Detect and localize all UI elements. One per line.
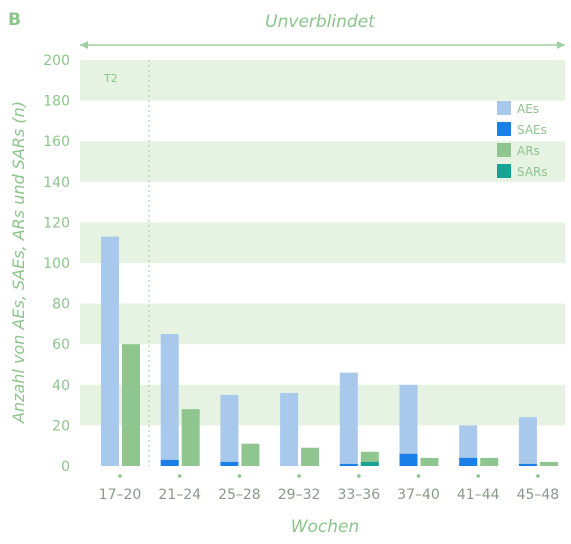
bar-ars — [480, 457, 499, 466]
y-axis-label: Anzahl von AEs, SAEs, ARs und SARs (n) — [9, 101, 28, 424]
x-tick-label: 29–32 — [278, 487, 321, 503]
y-tick-label: 20 — [52, 418, 70, 434]
y-tick-label: 0 — [61, 459, 70, 475]
x-tick-mark — [237, 474, 242, 478]
background-bands — [80, 60, 565, 426]
y-tick-label: 140 — [43, 175, 70, 191]
x-tick-mark — [118, 474, 122, 478]
x-tick-label: 21–24 — [158, 487, 201, 503]
x-tick-label: 37–40 — [397, 487, 440, 503]
band — [80, 384, 565, 426]
y-tick-label: 100 — [43, 256, 70, 272]
band — [80, 222, 565, 263]
band — [80, 60, 565, 101]
x-tick-label: 17–20 — [99, 487, 142, 503]
x-tick-mark — [476, 474, 481, 478]
y-tick-label: 200 — [43, 53, 70, 69]
band — [80, 303, 565, 345]
bar-aes — [399, 384, 418, 466]
x-tick-label: 45–48 — [517, 487, 560, 503]
band — [80, 141, 565, 182]
bar-sars — [360, 461, 379, 466]
bar-saes — [518, 463, 537, 466]
y-axis-ticks: 0 20 40 60 80 100 120 140 160 180 200 — [43, 53, 70, 475]
bar-saes — [160, 459, 179, 466]
header-title: Unverblindet — [265, 12, 376, 32]
y-tick-label: 80 — [52, 297, 70, 313]
bars — [101, 236, 558, 466]
bar-saes — [399, 453, 418, 466]
bar-ars — [122, 344, 140, 466]
bar-aes — [101, 236, 119, 466]
legend-label: SARs — [517, 165, 548, 179]
x-tick-mark — [177, 474, 182, 478]
legend-swatch — [497, 143, 511, 157]
bar-aes — [459, 425, 478, 466]
bar-ars — [301, 447, 320, 466]
legend-label: AEs — [517, 102, 539, 116]
header-arrow — [80, 41, 565, 49]
bar-ars — [241, 443, 260, 466]
x-tick-label: 33–36 — [337, 487, 380, 503]
legend-label: ARs — [517, 144, 540, 158]
legend-swatch — [497, 122, 511, 136]
bar-saes — [339, 463, 358, 466]
x-axis-ticks: 17–20 21–24 25–28 29–32 33–36 37–40 41–44 45–48 — [99, 474, 560, 503]
y-tick-label: 180 — [43, 94, 70, 110]
bar-aes — [280, 392, 299, 466]
legend-label: SAEs — [517, 123, 547, 137]
bar-aes — [518, 417, 537, 466]
x-tick-mark — [416, 474, 421, 478]
bar-saes — [459, 457, 478, 466]
bar-aes — [160, 334, 179, 466]
y-tick-label: 60 — [52, 337, 70, 353]
bar-ars — [420, 457, 439, 466]
x-tick-mark — [297, 474, 301, 478]
bar-aes — [339, 372, 358, 466]
bar-ars — [539, 461, 558, 466]
legend-swatch — [497, 164, 511, 178]
x-tick-label: 41–44 — [457, 487, 500, 503]
annotation-t2: T2 — [103, 72, 118, 85]
bar-ars — [181, 409, 200, 466]
y-tick-label: 160 — [43, 134, 70, 150]
bar-saes — [220, 461, 239, 466]
bar-aes — [220, 394, 239, 466]
x-tick-mark — [357, 474, 361, 478]
legend: AEs SAEs ARs SARs — [497, 101, 548, 179]
legend-swatch — [497, 101, 511, 115]
x-tick-label: 25–28 — [218, 487, 261, 503]
panel-label: B — [8, 10, 21, 30]
x-tick-mark — [536, 474, 540, 478]
x-axis-label: Wochen — [291, 517, 360, 537]
y-tick-label: 40 — [52, 378, 70, 394]
y-tick-label: 120 — [43, 215, 70, 231]
